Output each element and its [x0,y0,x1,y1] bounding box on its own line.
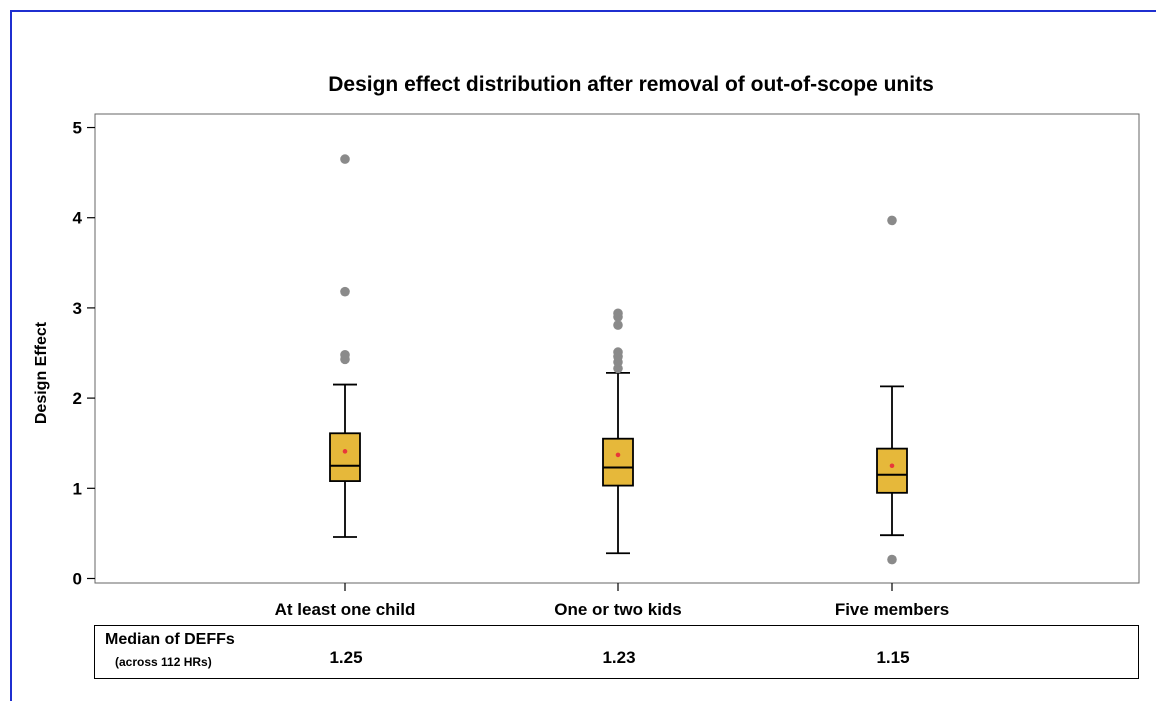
outlier-point [340,350,350,360]
outlier-point [613,308,623,319]
y-tick-label: 2 [73,389,82,408]
y-axis-label: Design Effect [33,321,50,424]
outlier-point [887,215,897,226]
y-tick-label: 3 [73,299,82,318]
x-tick-label: One or two kids [554,600,682,619]
box-iqr [602,437,634,487]
box-group [602,308,634,555]
table-label: Median of DEFFs [105,631,235,648]
mean-marker [342,449,348,454]
outlier-point [613,347,623,357]
mean-marker [889,463,895,469]
chart-title: Design effect distribution after removal… [328,73,934,96]
x-tick-label: Five members [835,600,949,619]
box-iqr [329,432,361,482]
y-tick-label: 0 [73,569,82,588]
median-value-3: 1.15 [876,648,910,667]
box-group [876,215,908,565]
y-axis: 0 1 2 3 4 5 [73,119,95,588]
plot-area [94,113,1140,584]
y-tick-label: 5 [73,119,82,138]
box-group [329,154,361,538]
median-value-1: 1.25 [329,648,363,667]
x-axis: At least one child One or two kids Five me… [275,583,949,619]
x-tick-label: At least one child [275,600,416,619]
box-series [329,154,908,565]
outlier-point [340,286,350,297]
mean-marker [615,452,621,458]
outlier-point [613,320,623,330]
table-sublabel: (across 112 HRs) [115,655,212,669]
outlier-point [887,554,897,565]
y-tick-label: 1 [73,479,82,498]
boxplot-chart: Design effect distribution after removal… [33,73,1140,619]
median-value-2: 1.23 [602,648,636,667]
median-table: Median of DEFFs (across 112 HRs) 1.25 1.… [94,625,1139,679]
box-iqr [876,447,908,494]
figure-frame [10,10,1156,701]
outlier-point [340,154,350,164]
y-tick-label: 4 [73,209,83,228]
